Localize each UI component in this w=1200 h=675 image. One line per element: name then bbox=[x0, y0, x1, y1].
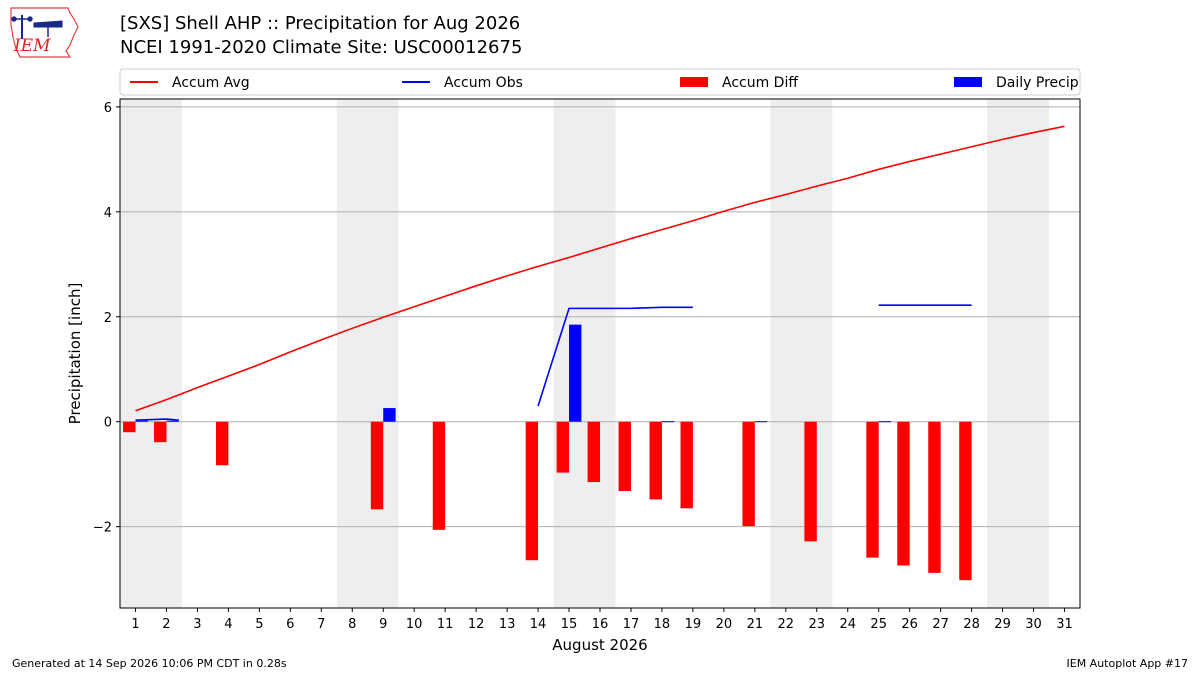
legend-label-daily-precip: Daily Precip bbox=[996, 75, 1079, 91]
x-tick-label: 19 bbox=[685, 617, 702, 632]
x-tick-label: 11 bbox=[437, 617, 454, 632]
legend-label-accum-avg: Accum Avg bbox=[172, 75, 250, 91]
x-tick-label: 10 bbox=[406, 617, 423, 632]
x-tick-label: 2 bbox=[162, 617, 170, 632]
y-tick-label: 6 bbox=[104, 101, 112, 116]
accum-obs-line bbox=[135, 418, 179, 421]
x-tick-label: 31 bbox=[1056, 617, 1073, 632]
x-tick-label: 8 bbox=[348, 617, 356, 632]
daily-precip-bar bbox=[135, 420, 148, 422]
accum-avg-line bbox=[135, 125, 1065, 412]
accum-diff-bar bbox=[154, 421, 167, 443]
accum-diff-bars bbox=[123, 421, 972, 581]
accum-diff-bar bbox=[370, 421, 384, 510]
legend-box bbox=[119, 68, 1081, 96]
y-tick-label: 0 bbox=[104, 416, 112, 431]
daily-precip-bar bbox=[166, 420, 179, 422]
x-tick-label: 6 bbox=[286, 617, 294, 632]
x-tick-label: 28 bbox=[963, 617, 980, 632]
accum-diff-bar bbox=[587, 421, 600, 483]
accum-diff-bar bbox=[123, 421, 136, 433]
weekend-band-day-2 bbox=[150, 99, 182, 608]
legend-swatch-accum-diff bbox=[680, 77, 708, 87]
x-tick-label: 29 bbox=[994, 617, 1011, 632]
x-axis: 1 2 3 4 5 6 7 8 9 10 11 12 13 14 15 16 17 18 19 20 21 22 23 24 2… bbox=[131, 608, 1073, 632]
legend-label-accum-diff: Accum Diff bbox=[722, 75, 798, 91]
y-tick-label: −2 bbox=[93, 521, 112, 536]
weekend-band-day-8 bbox=[336, 99, 368, 608]
x-tick-label: 12 bbox=[468, 617, 485, 632]
x-tick-label: 16 bbox=[592, 617, 609, 632]
x-tick-label: 24 bbox=[839, 617, 856, 632]
iem-logo: IEM bbox=[10, 7, 79, 58]
accum-diff-bar bbox=[216, 421, 229, 466]
y-tick-label: 4 bbox=[104, 206, 112, 221]
accum-diff-bar bbox=[618, 421, 631, 491]
daily-precip-bar bbox=[754, 421, 768, 423]
accum-diff-bar bbox=[897, 421, 910, 566]
accum-obs-line bbox=[537, 306, 693, 407]
x-tick-label: 9 bbox=[379, 617, 387, 632]
legend-label-accum-obs: Accum Obs bbox=[444, 75, 523, 91]
weekend-band-day-30 bbox=[1018, 99, 1050, 608]
weekend-band-day-22 bbox=[770, 99, 802, 608]
weekend-band-day-9 bbox=[367, 99, 399, 608]
accum-diff-bar bbox=[649, 421, 662, 500]
y-axis-label: Precipitation [inch] bbox=[66, 283, 84, 425]
weather-instrument-icon bbox=[11, 15, 63, 39]
legend-swatch-daily-precip bbox=[954, 77, 982, 87]
daily-precip-bar bbox=[661, 421, 675, 423]
weekend-band-day-29 bbox=[987, 99, 1019, 608]
weekend-band-day-1 bbox=[120, 99, 151, 608]
legend: Accum Avg Accum Obs Accum Diff Daily Precip bbox=[119, 68, 1081, 96]
daily-precip-bars bbox=[135, 324, 892, 423]
x-tick-label: 23 bbox=[809, 617, 826, 632]
iowa-outline bbox=[10, 7, 79, 58]
x-tick-label: 26 bbox=[901, 617, 918, 632]
x-axis-label: August 2026 bbox=[552, 636, 647, 654]
accum-diff-bar bbox=[804, 421, 817, 542]
accum-diff-bar bbox=[556, 421, 570, 473]
x-tick-label: 13 bbox=[499, 617, 516, 632]
chart-subtitle: NCEI 1991-2020 Climate Site: USC00012675 bbox=[120, 37, 523, 58]
x-tick-label: 5 bbox=[255, 617, 263, 632]
daily-precip-bar bbox=[569, 324, 582, 422]
x-tick-label: 30 bbox=[1025, 617, 1042, 632]
chart-title: [SXS] Shell AHP :: Precipitation for Aug… bbox=[120, 13, 521, 34]
accum-diff-bar bbox=[525, 421, 539, 561]
accum-diff-bar bbox=[928, 421, 941, 573]
accum-diff-bar bbox=[432, 421, 446, 530]
x-tick-label: 21 bbox=[747, 617, 764, 632]
y-axis: −2 0 2 4 6 bbox=[93, 101, 120, 536]
x-tick-label: 17 bbox=[623, 617, 640, 632]
x-tick-label: 25 bbox=[870, 617, 887, 632]
daily-precip-bar bbox=[878, 421, 892, 423]
x-tick-label: 22 bbox=[778, 617, 795, 632]
x-tick-label: 27 bbox=[932, 617, 949, 632]
app-credit: IEM Autoplot App #17 bbox=[1066, 657, 1189, 670]
x-tick-label: 20 bbox=[716, 617, 733, 632]
accum-diff-bar bbox=[866, 421, 879, 558]
x-tick-label: 7 bbox=[317, 617, 325, 632]
x-tick-label: 1 bbox=[131, 617, 139, 632]
weekend-band-day-16 bbox=[584, 99, 616, 608]
y-tick-label: 2 bbox=[104, 311, 112, 326]
x-tick-label: 4 bbox=[224, 617, 232, 632]
generated-timestamp: Generated at 14 Sep 2026 10:06 PM CDT in… bbox=[12, 657, 287, 670]
x-tick-label: 18 bbox=[654, 617, 671, 632]
x-tick-label: 14 bbox=[530, 617, 547, 632]
accum-diff-bar bbox=[959, 421, 972, 581]
accum-diff-bar bbox=[680, 421, 693, 509]
x-tick-label: 15 bbox=[561, 617, 578, 632]
daily-precip-bar bbox=[383, 408, 396, 422]
logo-text: IEM bbox=[13, 36, 51, 56]
series-lines bbox=[135, 125, 1065, 421]
accum-diff-bar bbox=[742, 421, 755, 527]
x-tick-label: 3 bbox=[193, 617, 201, 632]
